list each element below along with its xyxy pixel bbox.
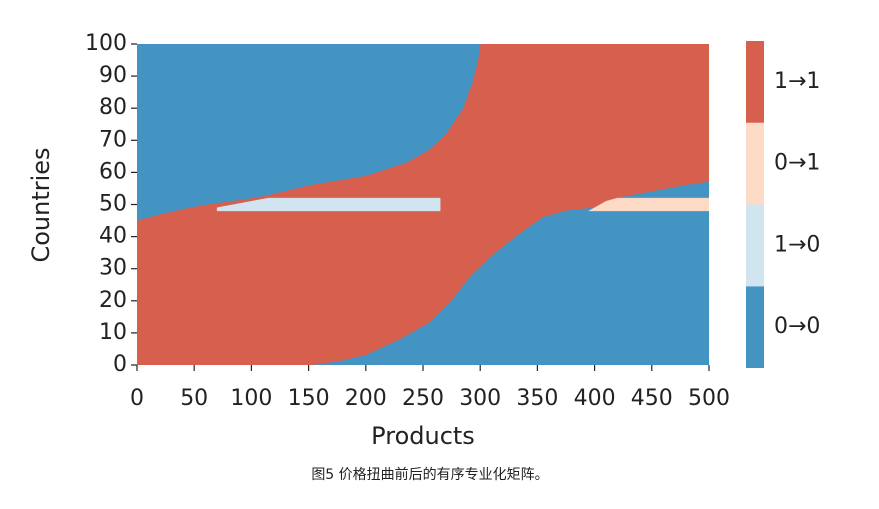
state-region <box>587 197 709 212</box>
state-region <box>216 197 441 212</box>
legend-label: 1→1 <box>774 69 820 94</box>
x-tick-label: 200 <box>345 386 387 411</box>
legend-swatch <box>746 122 764 205</box>
x-axis-label: Products <box>371 422 475 450</box>
y-axis-label: Countries <box>27 147 55 262</box>
x-tick-label: 300 <box>459 386 501 411</box>
x-tick-label: 500 <box>688 386 730 411</box>
y-tick-label: 100 <box>85 31 127 56</box>
legend-label: 0→0 <box>774 314 820 339</box>
legend-swatch <box>746 204 764 287</box>
y-tick-label: 90 <box>99 63 127 88</box>
x-tick-label: 350 <box>516 386 558 411</box>
state-region <box>314 181 709 365</box>
x-tick-label: 100 <box>230 386 272 411</box>
y-tick-label: 80 <box>99 95 127 120</box>
state-region <box>137 44 481 221</box>
x-tick-label: 0 <box>130 386 144 411</box>
caption: 图5 价格扭曲前后的有序专业化矩阵。 <box>311 466 548 483</box>
x-tick-label: 150 <box>288 386 330 411</box>
legend-swatch <box>746 41 764 123</box>
y-tick-label: 20 <box>99 288 127 313</box>
x-tick-label: 50 <box>180 386 208 411</box>
x-tick-label: 450 <box>631 386 673 411</box>
x-tick-label: 400 <box>574 386 616 411</box>
legend-label: 0→1 <box>774 151 820 176</box>
legend-label: 1→0 <box>774 232 820 257</box>
y-tick-label: 40 <box>99 224 127 249</box>
y-tick-label: 30 <box>99 256 127 281</box>
x-tick-label: 250 <box>402 386 444 411</box>
y-tick-label: 10 <box>99 320 127 345</box>
y-tick-label: 0 <box>113 352 127 377</box>
y-tick-label: 50 <box>99 192 127 217</box>
plot-area <box>137 44 709 365</box>
legend-swatch <box>746 286 764 368</box>
y-tick-label: 70 <box>99 127 127 152</box>
y-tick-label: 60 <box>99 159 127 184</box>
